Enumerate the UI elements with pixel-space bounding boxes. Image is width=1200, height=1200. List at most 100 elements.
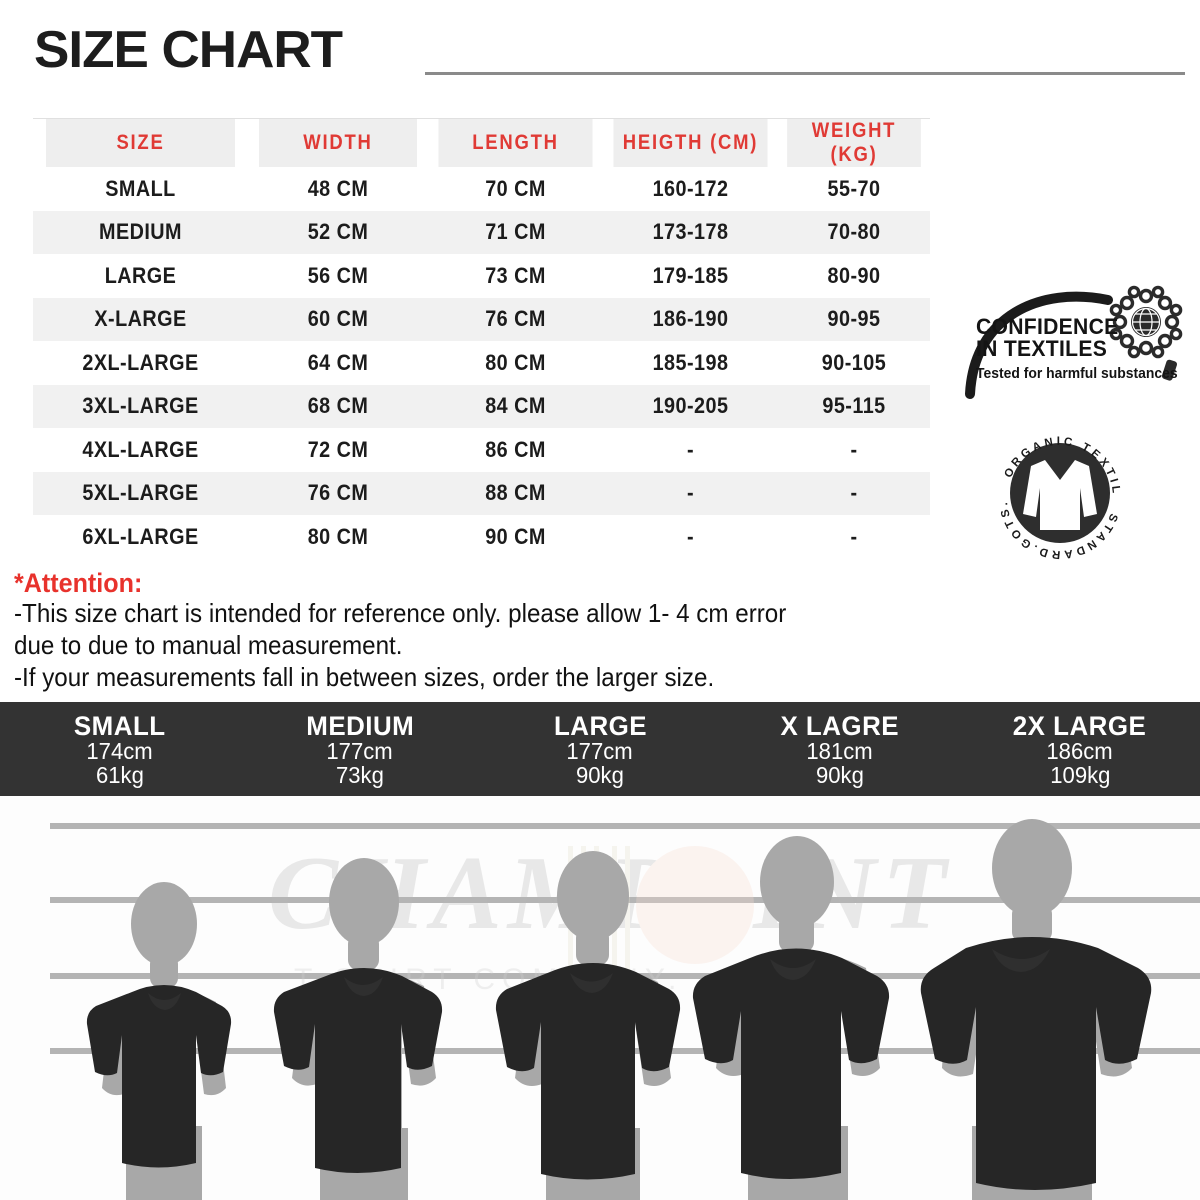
cell-width: 72 CM (307, 436, 369, 462)
table-header-row: SIZE WIDTH LENGTH HEIGTH (CM) WEIGHT (KG… (33, 118, 930, 167)
gots-certification-logo: ORGANIC TEXTILE STANDARD.GOTS.GLOBAL (979, 409, 1135, 566)
cell-size: SMALL (105, 175, 176, 201)
size-banner: SMALL 174cm 61kg MEDIUM 177cm 73kg LARGE 177cm 9… (0, 702, 1200, 796)
banner-height-value: 174cm (86, 738, 154, 765)
cell-height: - (686, 523, 695, 549)
cell-size: LARGE (104, 262, 177, 288)
banner-size-label: 2X LARGE (1013, 711, 1147, 742)
cell-weight: 55-70 (827, 175, 881, 201)
table-row: 2XL-LARGE 64 CM 80 CM 185-198 90-105 (33, 341, 930, 385)
model-comparison-photo: CHAMPRINT T SHIRT COMPANY. (0, 796, 1200, 1200)
cell-length: 76 CM (485, 306, 546, 332)
model-silhouette-small (86, 882, 232, 1200)
cell-size: 2XL-LARGE (82, 349, 199, 375)
cell-width: 64 CM (307, 349, 369, 375)
oeko-tex-line1: CONFIDENCE (976, 314, 1119, 339)
oeko-tex-line2: IN TEXTILES (976, 336, 1108, 362)
banner-height-value: 186cm (1046, 738, 1114, 765)
cell-width: 68 CM (307, 393, 369, 419)
cell-width: 80 CM (307, 523, 369, 549)
cell-weight: 70-80 (827, 219, 881, 245)
cell-height: 179-185 (652, 262, 729, 288)
table-row: 4XL-LARGE 72 CM 86 CM - - (33, 428, 930, 472)
size-chart-table: SIZE WIDTH LENGTH HEIGTH (CM) WEIGHT (KG… (33, 118, 930, 559)
table-row: X-LARGE 60 CM 76 CM 186-190 90-95 (33, 297, 930, 341)
table-row: LARGE 56 CM 73 CM 179-185 80-90 (33, 254, 930, 298)
cell-height: - (686, 480, 695, 506)
cell-height: 185-198 (652, 349, 729, 375)
cell-width: 76 CM (307, 480, 369, 506)
cell-width: 60 CM (307, 306, 369, 332)
attention-line-2: due to due to manual measurement. (14, 630, 403, 661)
banner-height-value: 177cm (326, 738, 394, 765)
attention-line-1: -This size chart is intended for referen… (14, 598, 787, 629)
cell-weight: 95-115 (822, 393, 886, 419)
cell-size: MEDIUM (99, 219, 182, 245)
cell-length: 73 CM (485, 262, 546, 288)
banner-size-label: LARGE (553, 711, 647, 742)
cell-weight: 90-105 (821, 349, 887, 375)
model-silhouette-medium (273, 858, 443, 1200)
attention-title: *Attention: (14, 568, 143, 598)
table-row: SMALL 48 CM 70 CM 160-172 55-70 (33, 167, 930, 211)
cell-size: 5XL-LARGE (82, 480, 199, 506)
confidence-in-textiles-icon (965, 285, 1183, 399)
banner-cell: 2X LARGE 186cm 109kg (960, 702, 1200, 796)
column-header-width: WIDTH (258, 118, 418, 167)
cell-height: 186-190 (652, 306, 729, 332)
table-row: 5XL-LARGE 76 CM 88 CM - - (33, 471, 930, 515)
banner-size-label: X LAGRE (780, 711, 900, 742)
column-header-length: LENGTH (438, 118, 593, 167)
cell-height: - (686, 436, 695, 462)
model-silhouette-large (495, 851, 681, 1200)
height-gridline-1 (50, 823, 1200, 829)
cell-weight: - (850, 436, 858, 462)
cell-size: 4XL-LARGE (82, 436, 199, 462)
oeko-tex-line3: Tested for harmful substances (976, 365, 1178, 382)
banner-cell: SMALL 174cm 61kg (0, 702, 240, 796)
banner-size-label: MEDIUM (306, 711, 414, 742)
banner-height-value: 177cm (566, 738, 634, 765)
table-row: 6XL-LARGE 80 CM 90 CM - - (33, 515, 930, 559)
title-divider (425, 72, 1185, 75)
model-silhouette-xlarge (692, 836, 890, 1200)
table-row: MEDIUM 52 CM 71 CM 173-178 70-80 (33, 210, 930, 254)
column-header-height: HEIGTH (CM) (613, 118, 768, 167)
table-row: 3XL-LARGE 68 CM 84 CM 190-205 95-115 (33, 384, 930, 428)
page-title: SIZE CHART (34, 21, 343, 79)
banner-weight-value: 90kg (816, 762, 864, 789)
model-silhouettes (86, 819, 1152, 1200)
banner-cell: X LAGRE 181cm 90kg (720, 702, 960, 796)
cell-width: 52 CM (307, 219, 369, 245)
cell-height: 160-172 (652, 175, 729, 201)
column-header-size: SIZE (45, 118, 236, 167)
column-header-weight: WEIGHT (KG) (787, 118, 921, 167)
header-row: SIZE CHART (0, 8, 1200, 79)
cell-length: 80 CM (485, 349, 546, 375)
cell-length: 88 CM (485, 480, 546, 506)
cell-width: 56 CM (307, 262, 369, 288)
cell-size: X-LARGE (94, 306, 187, 332)
oeko-tex-certification-logo: CONFIDENCE IN TEXTILES Tested for harmfu… (958, 272, 1183, 407)
banner-weight-value: 61kg (96, 762, 144, 789)
cell-length: 84 CM (485, 393, 546, 419)
cell-weight: 80-90 (827, 262, 881, 288)
cell-size: 3XL-LARGE (82, 393, 199, 419)
cell-size: 6XL-LARGE (82, 523, 199, 549)
cell-length: 71 CM (485, 219, 546, 245)
cell-length: 90 CM (485, 523, 546, 549)
oeko-tex-flower-icon (1109, 285, 1183, 381)
cell-length: 70 CM (485, 175, 546, 201)
banner-weight-value: 73kg (336, 762, 384, 789)
cell-height: 173-178 (652, 219, 729, 245)
attention-line-3: -If your measurements fall in between si… (14, 662, 715, 693)
cell-weight: - (850, 523, 858, 549)
banner-size-label: SMALL (74, 711, 166, 742)
global-organic-textile-standard-icon: ORGANIC TEXTILE STANDARD.GOTS.GLOBAL (979, 409, 1119, 560)
model-silhouette-2xlarge (920, 819, 1152, 1200)
banner-height-value: 181cm (806, 738, 874, 765)
cell-length: 86 CM (485, 436, 546, 462)
gots-shirt-icon (1023, 460, 1097, 530)
cell-weight: 90-95 (827, 306, 881, 332)
banner-weight-value: 90kg (576, 762, 624, 789)
